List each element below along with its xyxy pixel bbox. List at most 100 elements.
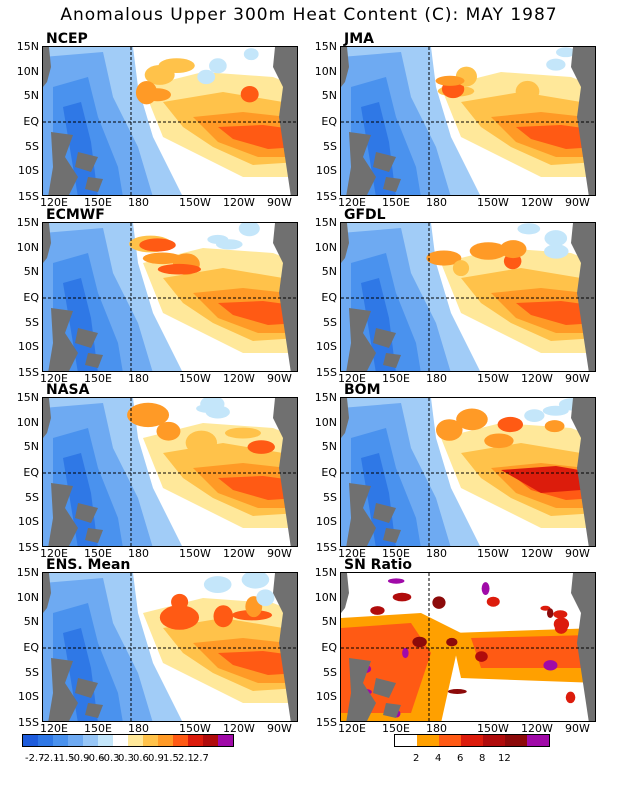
map-panel: NCEP 15N 10N 5N EQ 5S 10S 15S 120E 150E 180 150W 120…: [17, 31, 298, 208]
lat-tick-label: 10N: [16, 240, 39, 254]
lon-tick-label: 150E: [382, 196, 410, 209]
lon-tick-label: 150W: [179, 547, 211, 560]
map-field: [341, 573, 595, 721]
lat-tick-label: EQ: [23, 641, 39, 654]
colorbar-label: 0.6: [133, 753, 149, 764]
colorbar-label: 2.1: [178, 753, 194, 764]
colorbar-swatch: [527, 735, 549, 746]
lat-tick-label: 15S: [316, 541, 337, 554]
lat-tick-label: 10S: [18, 340, 39, 354]
map-field: [43, 47, 297, 195]
map-field: [43, 223, 297, 371]
lat-tick-label: 15N: [314, 216, 337, 229]
lon-tick-label: 90W: [267, 547, 292, 560]
lon-tick-label: 120W: [223, 547, 255, 560]
panel-title: NASA: [46, 382, 90, 398]
lat-tick-label: EQ: [321, 641, 337, 654]
lat-tick-label: 10N: [16, 415, 39, 429]
lon-tick-label: 180: [128, 722, 149, 735]
lat-tick-label: 15N: [314, 391, 337, 404]
lat-tick-label: 5N: [321, 440, 337, 454]
colorbar-swatch: [113, 735, 128, 746]
colorbar-label: 0.9: [148, 753, 164, 764]
lat-tick-label: 15N: [16, 216, 39, 229]
lat-tick-label: 5S: [323, 139, 337, 153]
map-plot: [42, 397, 298, 547]
lon-tick-label: 150E: [382, 722, 410, 735]
colorbar-swatch: [83, 735, 98, 746]
lon-tick-label: 120E: [40, 196, 68, 209]
colorbar-label: -2.1: [40, 753, 60, 764]
map-field: [43, 573, 297, 721]
panel-title: BOM: [344, 382, 381, 398]
lon-tick-label: 180: [128, 547, 149, 560]
colorbar-swatch: [173, 735, 188, 746]
lon-tick-label: 150E: [84, 196, 112, 209]
colorbar-label: 4: [435, 753, 442, 764]
colorbar-label: 2: [413, 753, 420, 764]
colorbar-swatch: [38, 735, 53, 746]
lon-tick-label: 90W: [565, 196, 590, 209]
lon-tick-label: 150E: [382, 547, 410, 560]
lat-tick-label: 10S: [316, 164, 337, 178]
map-plot: [340, 572, 596, 722]
lat-tick-label: EQ: [23, 115, 39, 128]
map-plot: [42, 46, 298, 196]
colorbar-label: 12: [498, 753, 511, 764]
lon-tick-label: 180: [426, 547, 447, 560]
lon-tick-label: 120E: [338, 722, 366, 735]
colorbar-swatch: [158, 735, 173, 746]
lat-tick-label: 5N: [23, 440, 39, 454]
lon-tick-label: 120E: [40, 722, 68, 735]
lat-tick-label: 10N: [314, 415, 337, 429]
panel-title: SN Ratio: [344, 557, 413, 573]
colorbar-swatch: [218, 735, 233, 746]
map-panel: ENS. Mean 15N 10N 5N EQ 5S 10S 15S 120E 150E 180 15…: [17, 557, 298, 734]
lon-tick-label: 120W: [223, 722, 255, 735]
map-field: [341, 398, 595, 546]
map-panel: BOM 15N 10N 5N EQ 5S 10S 15S 120E 150E 180 150W 120W…: [315, 382, 596, 559]
lat-tick-label: 5S: [25, 490, 39, 504]
lon-tick-label: 90W: [267, 372, 292, 385]
lat-tick-label: 5S: [25, 665, 39, 679]
lat-tick-label: 10S: [316, 690, 337, 704]
lat-tick-label: 15N: [16, 40, 39, 53]
panel-title: ENS. Mean: [46, 557, 131, 573]
colorbar-label: 2.7: [193, 753, 209, 764]
lat-tick-label: 5N: [23, 615, 39, 629]
lat-tick-label: 5S: [323, 315, 337, 329]
colorbar-label: 1.5: [163, 753, 179, 764]
colorbar-swatch: [68, 735, 83, 746]
lon-tick-label: 150W: [477, 196, 509, 209]
lon-tick-label: 150W: [179, 722, 211, 735]
lat-tick-label: EQ: [321, 115, 337, 128]
map-plot: [42, 572, 298, 722]
colorbar-swatch: [98, 735, 113, 746]
lon-tick-label: 150E: [84, 547, 112, 560]
lon-tick-label: 180: [426, 372, 447, 385]
lon-tick-label: 90W: [267, 722, 292, 735]
lat-tick-label: 15S: [316, 190, 337, 203]
colorbar-label: 6: [457, 753, 464, 764]
colorbar-swatch: [23, 735, 38, 746]
lon-tick-label: 150W: [179, 372, 211, 385]
lat-tick-label: 5N: [321, 615, 337, 629]
lon-tick-label: 120W: [521, 547, 553, 560]
map-field: [341, 47, 595, 195]
lon-tick-label: 120E: [338, 547, 366, 560]
panel-title: ECMWF: [46, 207, 105, 223]
colorbar-swatch: [395, 735, 417, 746]
lon-tick-label: 120W: [521, 722, 553, 735]
lat-tick-label: 5S: [323, 665, 337, 679]
lon-tick-label: 90W: [565, 722, 590, 735]
lat-tick-label: 10N: [16, 64, 39, 78]
lat-tick-label: EQ: [23, 291, 39, 304]
colorbar-swatch: [203, 735, 218, 746]
colorbar-label: -0.3: [100, 753, 120, 764]
lat-tick-label: 10S: [316, 340, 337, 354]
lon-tick-label: 150E: [84, 722, 112, 735]
lon-tick-label: 180: [128, 372, 149, 385]
lon-tick-label: 120E: [338, 196, 366, 209]
lon-tick-label: 180: [426, 722, 447, 735]
lon-tick-label: 150E: [382, 372, 410, 385]
